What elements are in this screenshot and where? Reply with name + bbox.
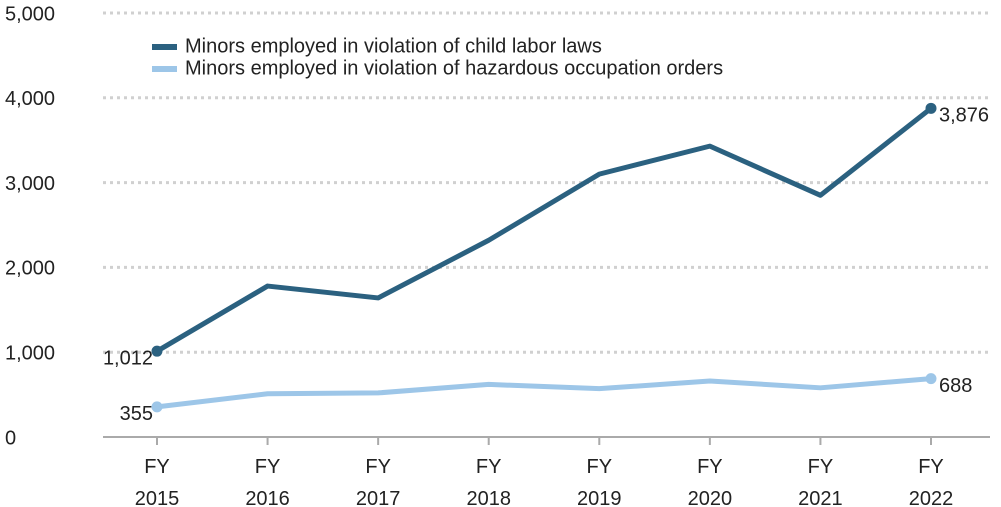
- x-tick-label: FY 2019: [577, 456, 622, 507]
- data-label: 355: [120, 403, 153, 425]
- x-tick-label: FY 2017: [355, 456, 401, 507]
- x-tick-label: FY 2022: [908, 456, 954, 507]
- x-tick-label: FY 2021: [798, 456, 843, 507]
- line-series: [155, 106, 933, 354]
- point: [925, 373, 937, 385]
- point: [925, 102, 937, 114]
- legend-label: Minors employed in violation of child la…: [185, 35, 602, 57]
- y-tick-label: 4,000: [5, 88, 55, 110]
- data-label: 3,876: [939, 105, 989, 127]
- y-tick-label: 3,000: [5, 173, 55, 195]
- point: [151, 345, 163, 357]
- y-tick-label: 1,000: [5, 342, 55, 364]
- x-tick-label: FY 2020: [687, 456, 733, 507]
- y-tick-label: 0: [5, 427, 16, 449]
- data-label: 688: [939, 375, 972, 397]
- y-tick-label: 5,000: [5, 3, 55, 25]
- x-tick-label: FY 2016: [245, 456, 290, 507]
- y-tick-label: 2,000: [5, 258, 55, 280]
- data-label: 1,012: [103, 347, 153, 369]
- legend-label: Minors employed in violation of hazardou…: [185, 57, 723, 79]
- line-series: [156, 376, 932, 410]
- point: [151, 401, 163, 413]
- x-tick-label: FY 2018: [466, 456, 511, 507]
- x-tick-label: FY 2015: [134, 456, 180, 507]
